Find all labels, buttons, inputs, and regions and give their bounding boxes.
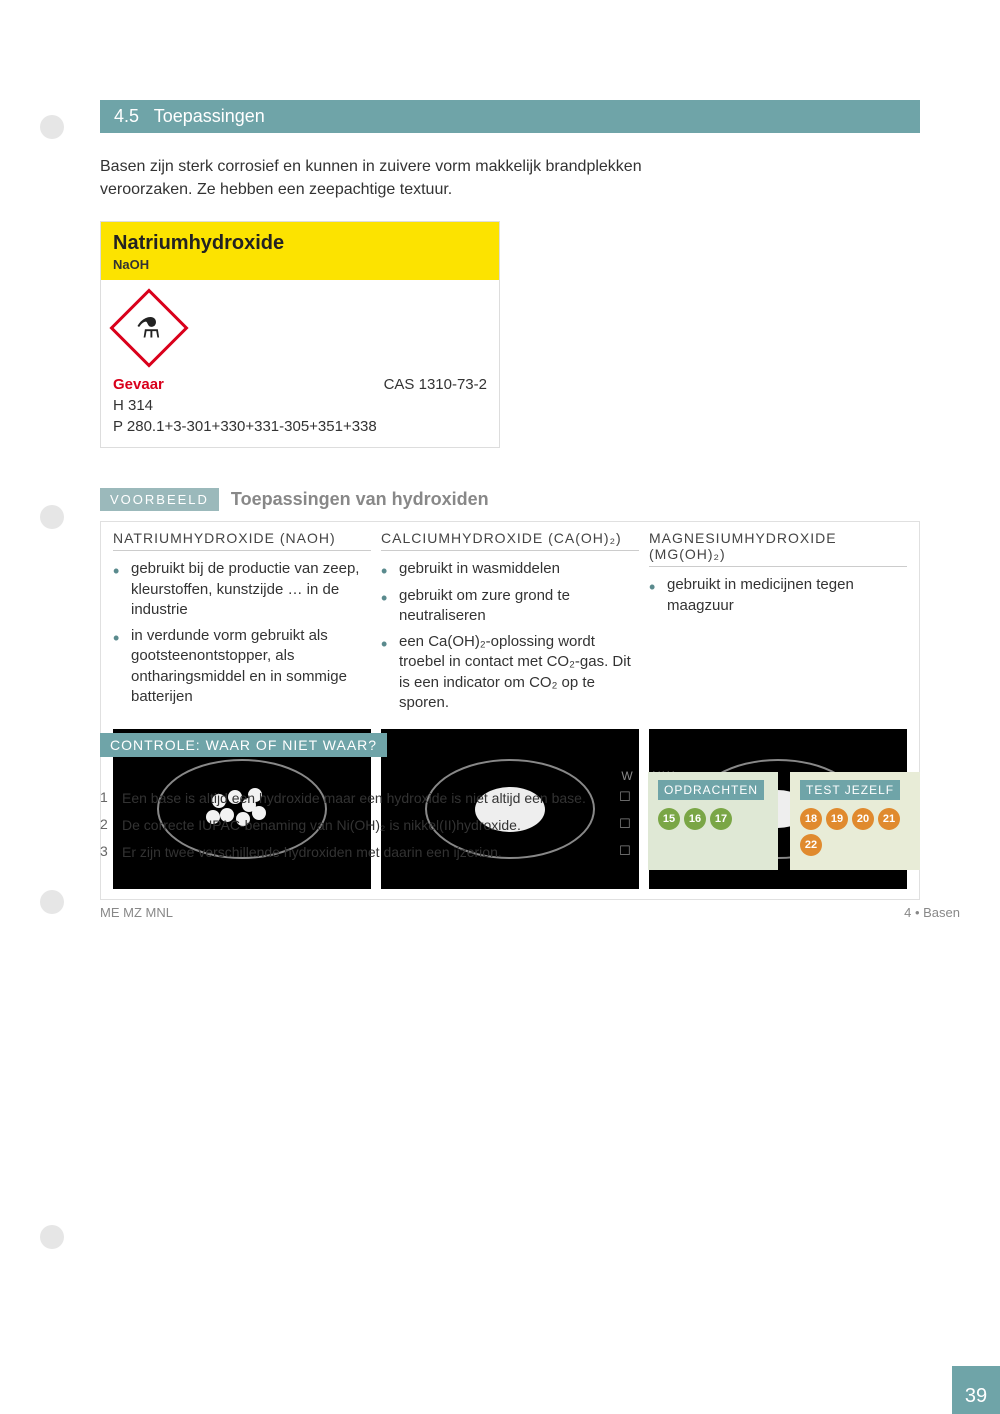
col-head-3: magnesiumhydroxide (Mg(OH)₂) — [649, 530, 907, 567]
chemical-name: Natriumhydroxide — [113, 232, 487, 255]
test-badge[interactable]: 20 — [852, 808, 874, 830]
example-tag: VOORBEELD — [100, 488, 219, 511]
list-item: gebruikt in wasmiddelen — [381, 559, 639, 579]
intro-text: Basen zijn sterk corrosief en kunnen in … — [100, 155, 660, 201]
punch-hole — [40, 115, 64, 139]
ghs-pictogram: ⚗ — [101, 280, 499, 376]
col-head-2: calciumhydroxide (Ca(OH)₂) — [381, 530, 639, 551]
safety-card: Natriumhydroxide NaOH ⚗ Gevaar CAS 1310-… — [100, 221, 500, 448]
punch-hole — [40, 1225, 64, 1249]
page-number: 39 — [952, 1366, 1000, 1414]
p-statement: P 280.1+3-301+330+331-305+351+338 — [113, 418, 487, 435]
checkbox-w[interactable]: ☐ — [607, 789, 643, 805]
card-header: Natriumhydroxide NaOH — [101, 222, 499, 280]
chemical-formula: NaOH — [113, 257, 487, 272]
col-w: W — [610, 769, 646, 783]
punch-hole — [40, 505, 64, 529]
checkbox-w[interactable]: ☐ — [607, 843, 643, 859]
danger-label: Gevaar — [113, 376, 164, 393]
h-statement: H 314 — [113, 397, 487, 414]
test-badge[interactable]: 18 — [800, 808, 822, 830]
punch-hole — [40, 890, 64, 914]
section-title: Toepassingen — [154, 106, 265, 126]
section-header: 4.5 Toepassingen — [100, 100, 920, 133]
section-number: 4.5 — [114, 106, 139, 126]
list-item: in verdunde vorm gebruikt als gootsteeno… — [113, 626, 371, 707]
exercise-badge[interactable]: 17 — [710, 808, 732, 830]
testjezelf-panel: TEST JEZELF 18 19 20 21 22 — [790, 772, 920, 870]
row-text: Een base is altijd een hydroxide maar ee… — [122, 789, 607, 808]
list-item: een Ca(OH)₂-oplossing wordt troebel in c… — [381, 632, 639, 713]
corrosive-icon: ⚗ — [136, 312, 161, 345]
row-text: Er zijn twee verschillende hydroxiden me… — [122, 843, 607, 862]
opdrachten-label: OPDRACHTEN — [658, 780, 764, 800]
checkbox-w[interactable]: ☐ — [607, 816, 643, 832]
col-head-1: natriumhydroxide (NaOH) — [113, 530, 371, 551]
controle-header: CONTROLE: WAAR OF NIET WAAR? — [100, 733, 387, 757]
testjezelf-label: TEST JEZELF — [800, 780, 900, 800]
example-title: Toepassingen van hydroxiden — [231, 489, 489, 510]
cas-number: CAS 1310-73-2 — [384, 376, 487, 393]
exercise-badge[interactable]: 15 — [658, 808, 680, 830]
row-num: 1 — [100, 789, 122, 805]
row-text: De correcte IUPAC-benaming van Ni(OH)₂ i… — [122, 816, 607, 835]
list-item: gebruikt bij de productie van zeep, kleu… — [113, 559, 371, 620]
row-num: 3 — [100, 843, 122, 859]
exercise-badge[interactable]: 16 — [684, 808, 706, 830]
list-item: gebruikt om zure grond te neutraliseren — [381, 586, 639, 627]
footer-right: 4 • Basen — [904, 905, 960, 920]
test-badge[interactable]: 22 — [800, 834, 822, 856]
row-num: 2 — [100, 816, 122, 832]
opdrachten-panel: OPDRACHTEN 15 16 17 — [648, 772, 778, 870]
footer-left: ME MZ MNL — [100, 905, 173, 920]
test-badge[interactable]: 19 — [826, 808, 848, 830]
list-item: gebruikt in medicijnen tegen maagzuur — [649, 575, 907, 616]
test-badge[interactable]: 21 — [878, 808, 900, 830]
